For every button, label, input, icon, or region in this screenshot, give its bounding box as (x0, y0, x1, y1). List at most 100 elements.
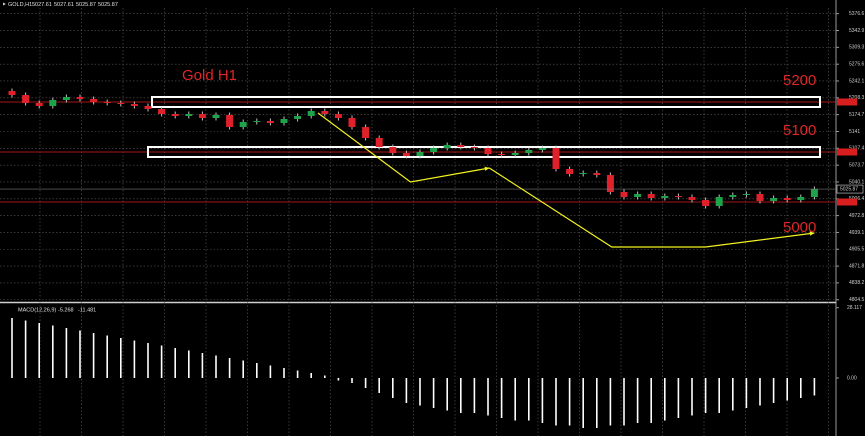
candle-body (185, 114, 193, 116)
y-tick-label: 5275.6 (849, 62, 865, 68)
level-tag (837, 148, 857, 156)
symbol-icon (3, 2, 6, 6)
candle-body (538, 148, 546, 150)
header-value: 5027.61 (32, 2, 52, 8)
candle-body (770, 198, 778, 201)
price-tag (836, 184, 864, 194)
candle-body (280, 119, 288, 123)
y-tick-label: 5342.9 (849, 28, 865, 34)
header-value: 5025.87 (98, 2, 118, 8)
candle-body (729, 195, 737, 197)
candle-body (797, 197, 805, 200)
candle-body (511, 153, 519, 155)
candle-body (103, 102, 111, 103)
candle-body (90, 99, 98, 102)
candle-body (498, 154, 506, 155)
candle-body (239, 122, 247, 127)
macd-value: -11.481 (78, 307, 96, 313)
macd-name: MACD(12,26,9) (18, 307, 56, 313)
candle-body (443, 145, 451, 148)
chart-title: GOLD,H1 (8, 2, 32, 8)
level-label: 5000 (783, 219, 816, 236)
header-value: 5027.61 (54, 2, 74, 8)
candle-body (253, 121, 261, 122)
candle-body (606, 175, 614, 192)
y-tick-label: 5242.1 (849, 78, 865, 84)
candle-body (389, 147, 397, 153)
trend-line (317, 112, 490, 183)
candle-body (470, 147, 478, 148)
candle-body (525, 150, 533, 153)
candle-body (49, 100, 57, 106)
candle-body (552, 148, 560, 169)
level-box (147, 146, 821, 158)
trend-line (489, 167, 815, 248)
trend-arrowhead (484, 166, 490, 171)
candle-body (457, 145, 465, 147)
candle-body (8, 91, 16, 95)
candle-body (22, 95, 30, 103)
y-tick-label: 4972.8 (849, 213, 865, 219)
chart-label: Gold H1 (182, 67, 237, 84)
candle-body (620, 192, 628, 197)
candle-body (226, 115, 234, 127)
price-tag-label: 5025.87 (840, 186, 858, 192)
macd-tick-label: 28.117 (847, 305, 862, 311)
y-tick-label: 5174.7 (849, 112, 865, 118)
candle-body (715, 197, 723, 206)
macd-tick-label: 0.00 (847, 375, 857, 381)
candle-body (35, 103, 43, 106)
candle-body (416, 152, 424, 156)
candle-body (321, 111, 329, 114)
candle-body (593, 173, 601, 175)
y-tick-label: 4838.2 (849, 280, 865, 286)
y-tick-label: 5208.3 (849, 95, 865, 101)
candle-body (212, 115, 220, 118)
candle-body (117, 103, 125, 104)
candle-body (742, 194, 750, 195)
candle-body (688, 197, 696, 200)
candle-body (362, 127, 370, 138)
candle-body (144, 106, 152, 109)
y-tick-label: 4905.5 (849, 247, 865, 253)
candle-body (158, 109, 166, 114)
macd-value: -5.268 (58, 307, 74, 313)
candle-body (76, 97, 84, 99)
y-tick-label: 5309.3 (849, 45, 865, 51)
candle-body (62, 97, 70, 100)
candle-body (810, 189, 818, 197)
candle-body (647, 194, 655, 198)
y-tick-label: 5040.1 (849, 179, 865, 185)
candle-body (430, 148, 438, 152)
y-tick-label: 4939.1 (849, 230, 865, 236)
candle-body (674, 196, 682, 197)
candle-body (756, 194, 764, 201)
candle-body (130, 104, 138, 106)
candle-body (198, 114, 206, 118)
candle-body (171, 114, 179, 116)
y-tick-label: 4804.5 (849, 297, 865, 303)
candle-body (783, 198, 791, 200)
y-tick-label: 5141 (849, 129, 860, 135)
level-tag (837, 98, 857, 106)
trend-arrowhead (809, 231, 815, 236)
vertical-grid (39, 8, 829, 436)
header-value: 5025.87 (76, 2, 96, 8)
candle-body (294, 116, 302, 119)
level-label: 5100 (783, 122, 816, 139)
candle-body (661, 196, 669, 198)
candle-body (484, 148, 492, 154)
candle-body (334, 114, 342, 118)
candle-body (266, 121, 274, 123)
y-tick-label: 5073.7 (849, 162, 865, 168)
candle-body (348, 118, 356, 127)
level-box (151, 96, 821, 108)
y-tick-label: 4871.8 (849, 263, 865, 269)
candle-body (307, 111, 315, 116)
y-tick-label: 5376.6 (849, 11, 865, 17)
candle-body (579, 173, 587, 174)
level-label: 5200 (783, 72, 816, 89)
candle-body (702, 200, 710, 206)
